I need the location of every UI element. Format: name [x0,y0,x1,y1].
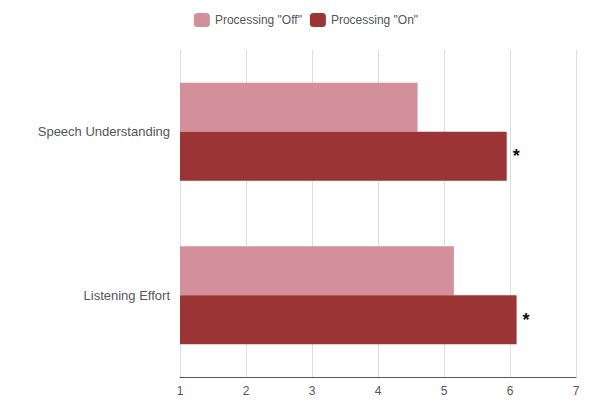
svg-text:*: * [513,146,520,166]
svg-text:3: 3 [309,384,316,398]
svg-text:4: 4 [375,384,382,398]
svg-text:*: * [523,310,530,330]
svg-text:Listening Effort: Listening Effort [84,288,171,303]
svg-text:1: 1 [177,384,184,398]
svg-text:5: 5 [441,384,448,398]
svg-text:Processing "On": Processing "On" [331,13,418,27]
svg-text:7: 7 [573,384,580,398]
svg-text:6: 6 [507,384,514,398]
svg-text:Processing "Off": Processing "Off" [215,13,302,27]
svg-text:2: 2 [243,384,250,398]
svg-text:Speech Understanding: Speech Understanding [38,124,170,139]
